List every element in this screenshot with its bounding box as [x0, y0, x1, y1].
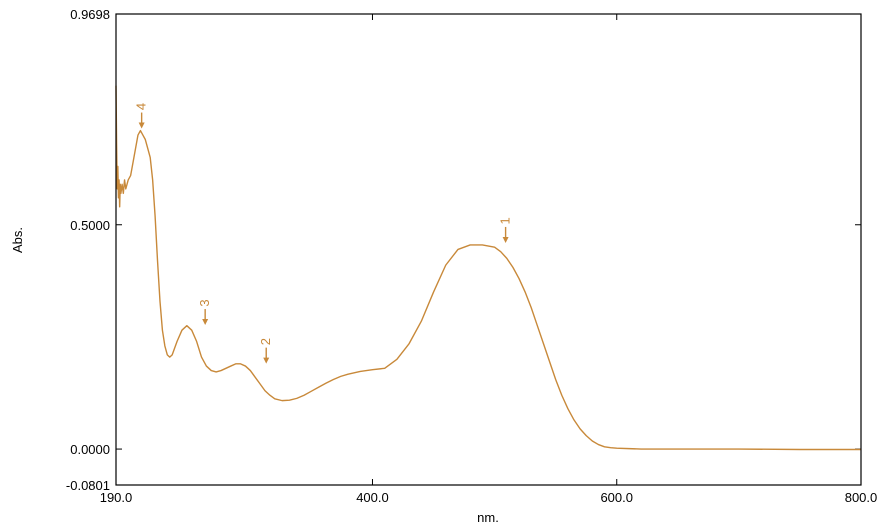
peak-annotations: 1 2 3 4	[134, 103, 513, 364]
peak-label: 3	[197, 299, 212, 306]
peak-label: 4	[134, 103, 149, 110]
y-tick-label: 0.9698	[70, 7, 110, 22]
x-tick-label: 600.0	[600, 490, 633, 505]
y-tick-label: -0.0801	[66, 478, 110, 493]
x-tick-label: 190.0	[100, 490, 133, 505]
tick-labels: 190.0 400.0 600.0 800.0 0.9698 0.5000 0.0000 -0…	[66, 7, 877, 505]
tick-marks	[115, 13, 862, 486]
peak-label: 2	[258, 338, 273, 345]
peak-arrow-head	[202, 319, 209, 326]
y-tick-label: 0.0000	[70, 442, 110, 457]
peak-arrow-head	[138, 122, 145, 129]
plot-frame	[115, 13, 862, 486]
peak-arrow-head	[263, 357, 270, 364]
y-axis-label: Abs.	[10, 227, 25, 253]
peak-label: 1	[498, 217, 513, 224]
peak-marker: 4	[134, 103, 149, 129]
x-tick-label: 400.0	[356, 490, 389, 505]
x-tick-label: 800.0	[845, 490, 878, 505]
spectrum-line	[115, 85, 861, 451]
peak-marker: 2	[258, 338, 273, 364]
peak-marker: 1	[498, 217, 513, 243]
series-layer	[115, 85, 861, 451]
peak-arrow-head	[502, 236, 509, 243]
peak-marker: 3	[197, 299, 212, 326]
x-axis-label: nm.	[477, 510, 499, 525]
y-tick-label: 0.5000	[70, 218, 110, 233]
